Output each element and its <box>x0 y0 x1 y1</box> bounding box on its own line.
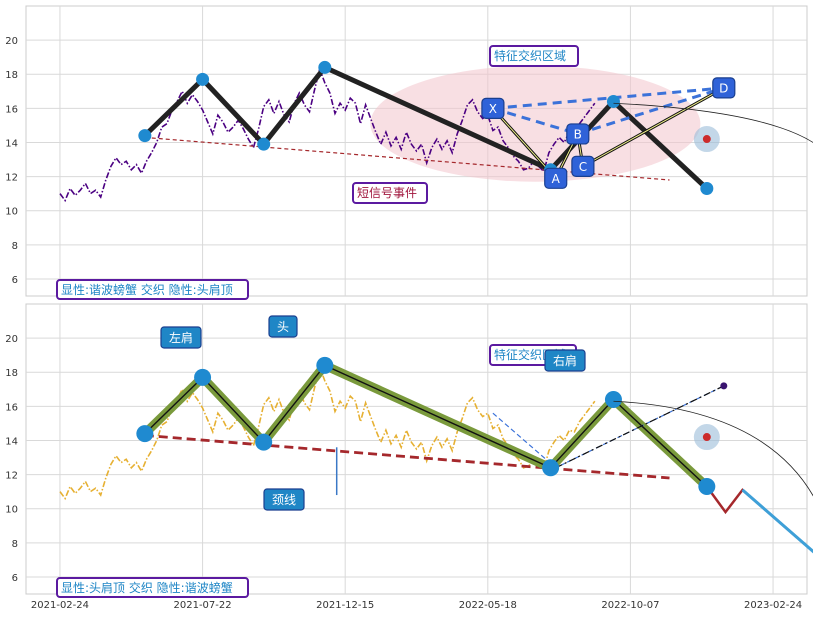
harmonic-xd-line <box>492 86 724 110</box>
harmonic-label-box <box>481 97 505 119</box>
y-tick-label: 14 <box>5 436 18 447</box>
harmonic-label-box <box>571 155 595 177</box>
harmonic-bd-line <box>577 86 725 136</box>
y-tick-label: 8 <box>12 539 18 550</box>
pattern-point <box>136 425 154 443</box>
top-title-text: 显性:谐波螃蟹 交织 隐性:头肩顶 <box>61 282 233 297</box>
left-shoulder-label: 左肩 <box>160 326 202 349</box>
x-axis: 2021-02-24 2021-07-22 2021-12-15 2022-05-18… <box>31 600 802 611</box>
harmonic-label-box <box>712 77 736 99</box>
neckline <box>144 434 670 480</box>
top-signal-text: 短信号事件 <box>357 186 417 200</box>
pattern-point <box>698 478 716 496</box>
y-tick-label: 20 <box>5 334 18 345</box>
y-tick-label: 16 <box>5 402 18 413</box>
head-text: 头 <box>277 320 289 334</box>
harmonic-label-c: C <box>579 160 587 174</box>
pattern-point <box>700 182 714 196</box>
pattern-point <box>196 72 210 86</box>
top-feature-tag: 特征交织区域 <box>489 45 579 67</box>
x-tick-label: 2021-02-24 <box>31 600 89 611</box>
harmonic-label-a: A <box>552 172 561 186</box>
y-tick-label: 16 <box>5 104 18 115</box>
y-tick-label: 12 <box>5 471 18 482</box>
pattern-point <box>606 95 620 109</box>
pattern-point <box>255 433 273 451</box>
y-tick-label: 18 <box>5 368 18 379</box>
target-point <box>702 135 711 144</box>
x-tick-label: 2022-05-18 <box>459 600 517 611</box>
top-signal-tag: 短信号事件 <box>352 182 428 204</box>
projection-line-blue <box>741 488 813 554</box>
x-tick-label: 2023-02-24 <box>744 600 802 611</box>
price-line <box>59 364 596 501</box>
top-title-tag: 显性:谐波螃蟹 交织 隐性:头肩顶 <box>56 279 249 300</box>
bottom-title-tag: 显性:头肩顶 交织 隐性:谐波螃蟹 <box>56 577 249 598</box>
y-tick-label: 20 <box>5 36 18 47</box>
head-label: 头 <box>268 315 298 338</box>
pattern-point <box>542 459 560 477</box>
pattern-point <box>194 368 212 386</box>
target-point <box>702 433 711 442</box>
harmonic-label-d: D <box>719 81 728 95</box>
pattern-point <box>138 129 152 143</box>
projection-arc <box>613 102 813 144</box>
y-tick-label: 6 <box>12 573 18 584</box>
y-tick-label: 8 <box>12 241 18 252</box>
harmonic-label-box <box>544 167 568 189</box>
right-shoulder-text: 右肩 <box>553 353 577 368</box>
top-panel: 6 8 10 12 14 16 18 20 X A B C D <box>5 5 813 297</box>
left-shoulder-text: 左肩 <box>169 330 193 345</box>
x-tick-label: 2022-10-07 <box>601 600 659 611</box>
neckline <box>144 136 670 181</box>
pattern-point <box>318 60 332 74</box>
pattern-point <box>604 391 622 409</box>
harmonic-label-box <box>566 123 590 145</box>
bottom-title-text: 显性:头肩顶 交织 隐性:谐波螃蟹 <box>61 580 233 595</box>
x-tick-label: 2021-12-15 <box>316 600 374 611</box>
bottom-panel: 6 8 10 12 14 16 18 20 <box>5 303 813 595</box>
harmonic-endpoint <box>720 382 728 390</box>
y-tick-label: 12 <box>5 173 18 184</box>
neckline-text: 颈线 <box>272 493 296 507</box>
price-line <box>59 66 596 203</box>
harmonic-label-b: B <box>574 127 582 141</box>
y-tick-label: 10 <box>5 207 18 218</box>
x-tick-label: 2021-07-22 <box>174 600 232 611</box>
pattern-point <box>257 137 271 151</box>
right-shoulder-label: 右肩 <box>544 349 586 372</box>
top-feature-text: 特征交织区域 <box>494 48 566 63</box>
harmonic-dashdot-line <box>555 385 725 469</box>
y-tick-label: 18 <box>5 70 18 81</box>
neckline-label: 颈线 <box>263 488 305 511</box>
y-tick-label: 10 <box>5 505 18 516</box>
pattern-point <box>316 356 334 374</box>
harmonic-label-x: X <box>489 102 497 116</box>
y-tick-label: 6 <box>12 275 18 286</box>
projection-arc <box>613 400 813 497</box>
y-tick-label: 14 <box>5 138 18 149</box>
